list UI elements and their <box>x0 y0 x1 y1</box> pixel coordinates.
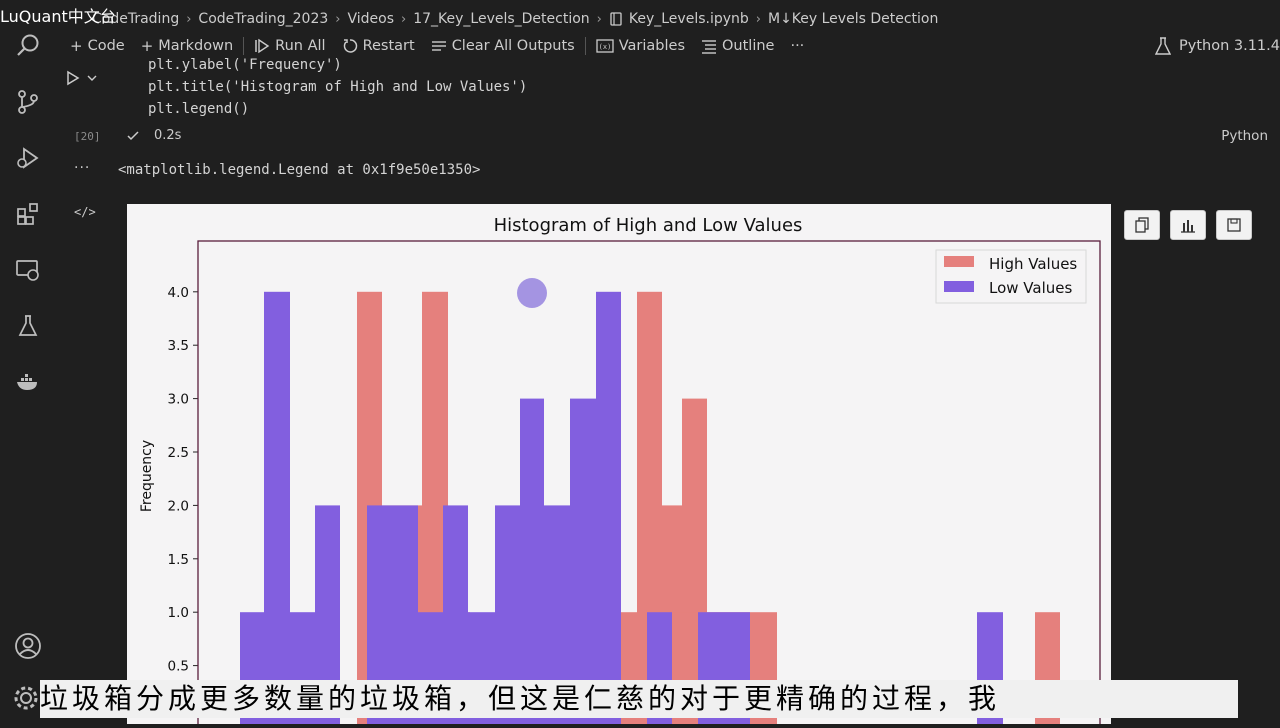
clear-all-outputs-button[interactable]: Clear All Outputs <box>423 34 583 58</box>
kernel-label: Python 3.11.4 <box>1179 38 1280 54</box>
watermark-text: LuQuant中文台 <box>0 7 116 26</box>
histogram-chart: 0.5 1.0 1.5 2.0 2.5 3.0 3.5 4.0 Histogram of Hi… <box>139 215 1101 728</box>
source-control-icon[interactable] <box>12 86 44 118</box>
add-markdown-cell-button[interactable]: + Markdown <box>133 34 241 58</box>
kernel-flask-icon <box>1155 37 1171 55</box>
add-code-cell-button[interactable]: + Code <box>62 34 133 58</box>
code-line: plt.title('Histogram of High and Low Val… <box>148 79 528 95</box>
activity-bar <box>0 0 56 720</box>
plus-icon: + <box>70 37 83 55</box>
notebook-toolbar: + Code + Markdown Run All Restart Clear Al… <box>56 34 1280 58</box>
run-all-label: Run All <box>275 38 326 54</box>
breadcrumb-item[interactable]: CodeTrading_2023 <box>198 11 329 27</box>
plus-icon: + <box>140 37 154 55</box>
y-tick-label: 2.5 <box>168 445 189 461</box>
video-subtitle: 垃圾箱分成更多数量的垃圾箱，但这是仁慈的对于更精确的过程，我 <box>40 680 1238 718</box>
mouse-cursor-highlight <box>517 278 547 308</box>
save-output-button[interactable] <box>1216 210 1252 240</box>
chart-title: Histogram of High and Low Values <box>494 215 803 236</box>
code-editor[interactable]: plt.ylabel('Frequency') plt.title('Histo… <box>148 54 527 120</box>
breadcrumb-item[interactable]: CodeTrading <box>92 11 180 27</box>
copy-icon <box>1135 217 1149 233</box>
docker-icon[interactable] <box>12 366 44 398</box>
open-plot-viewer-button[interactable] <box>1170 210 1206 240</box>
add-code-label: Code <box>87 38 125 54</box>
chevron-down-icon <box>87 75 97 81</box>
output-text: <matplotlib.legend.Legend at 0x1f9e50e13… <box>118 162 481 178</box>
code-line: plt.legend() <box>148 101 250 117</box>
y-tick-label: 1.0 <box>168 605 189 621</box>
execution-status: 0.2s <box>126 128 181 143</box>
settings-gear-icon[interactable] <box>12 684 40 716</box>
output-code-icon[interactable]: </> <box>74 205 96 219</box>
restart-icon <box>343 39 357 53</box>
run-all-button[interactable]: Run All <box>246 34 333 58</box>
execution-count: [20] <box>74 130 101 143</box>
breadcrumb: CodeTrading › CodeTrading_2023 › Videos … <box>92 8 938 30</box>
account-icon[interactable] <box>12 630 44 662</box>
y-tick-label: 0.5 <box>168 659 189 675</box>
histogram-bar-low <box>570 398 596 728</box>
run-all-icon <box>255 38 270 54</box>
more-actions-button[interactable]: ··· <box>790 38 805 54</box>
add-markdown-label: Markdown <box>158 38 234 54</box>
breadcrumb-item[interactable]: Videos <box>347 11 394 27</box>
code-line: plt.ylabel('Frequency') <box>148 57 342 73</box>
check-icon <box>127 130 139 140</box>
legend-label-low: Low Values <box>989 279 1072 297</box>
play-icon <box>67 70 80 86</box>
y-tick-label: 3.0 <box>168 392 189 408</box>
histogram-bar-low <box>264 291 290 728</box>
chevron-right-icon: › <box>596 11 602 27</box>
copy-output-button[interactable] <box>1124 210 1160 240</box>
testing-flask-icon[interactable] <box>12 310 44 342</box>
outline-icon <box>702 40 716 54</box>
legend: High Values Low Values <box>935 249 1087 304</box>
svg-text:(x): (x) <box>598 43 611 51</box>
legend-swatch-low <box>944 281 974 292</box>
restart-button[interactable]: Restart <box>334 34 423 58</box>
run-cell-button[interactable] <box>66 70 98 86</box>
chevron-right-icon: › <box>335 11 341 27</box>
output-more-button[interactable]: ··· <box>74 160 91 176</box>
chevron-right-icon: › <box>755 11 761 27</box>
breadcrumb-item[interactable]: 17_Key_Levels_Detection <box>413 11 590 27</box>
plot-output: 0.5 1.0 1.5 2.0 2.5 3.0 3.5 4.0 Histogram of Hi… <box>127 204 1111 728</box>
breadcrumb-notebook-label: Key_Levels.ipynb <box>628 11 749 27</box>
y-tick-label: 2.0 <box>168 498 189 514</box>
variables-icon: (x) <box>596 39 614 53</box>
save-icon <box>1227 218 1241 232</box>
extensions-icon[interactable] <box>12 198 44 230</box>
run-debug-icon[interactable] <box>12 142 44 174</box>
outline-label: Outline <box>722 38 775 54</box>
histogram-bar-low <box>596 291 621 728</box>
clear-outputs-label: Clear All Outputs <box>451 38 575 54</box>
remote-explorer-icon[interactable] <box>12 254 44 286</box>
outline-button[interactable]: Outline <box>693 34 782 58</box>
variables-button[interactable]: (x) Variables <box>588 34 693 58</box>
search-icon[interactable] <box>12 30 44 62</box>
breadcrumb-item[interactable]: M↓Key Levels Detection <box>767 11 939 27</box>
execution-duration: 0.2s <box>154 128 182 143</box>
legend-label-high: High Values <box>989 255 1077 273</box>
legend-swatch-high <box>944 256 974 267</box>
notebook-icon <box>610 12 622 26</box>
chevron-right-icon: › <box>401 11 407 27</box>
toolbar-divider <box>243 37 245 55</box>
y-tick-label: 1.5 <box>168 552 189 568</box>
cell-language[interactable]: Python <box>1221 128 1268 144</box>
variables-label: Variables <box>618 38 685 54</box>
bar-chart-icon <box>1181 220 1195 233</box>
y-tick-label: 4.0 <box>168 285 189 301</box>
kernel-picker[interactable]: Python 3.11.4 <box>1155 34 1280 58</box>
toolbar-divider <box>584 37 586 55</box>
clear-outputs-icon <box>431 41 446 51</box>
restart-label: Restart <box>362 38 415 54</box>
breadcrumb-notebook[interactable]: Key_Levels.ipynb <box>609 11 749 27</box>
y-tick-label: 3.5 <box>168 338 189 354</box>
y-axis-label: Frequency <box>139 440 155 512</box>
histogram-bar-low <box>520 398 544 728</box>
chevron-right-icon: › <box>186 11 192 27</box>
